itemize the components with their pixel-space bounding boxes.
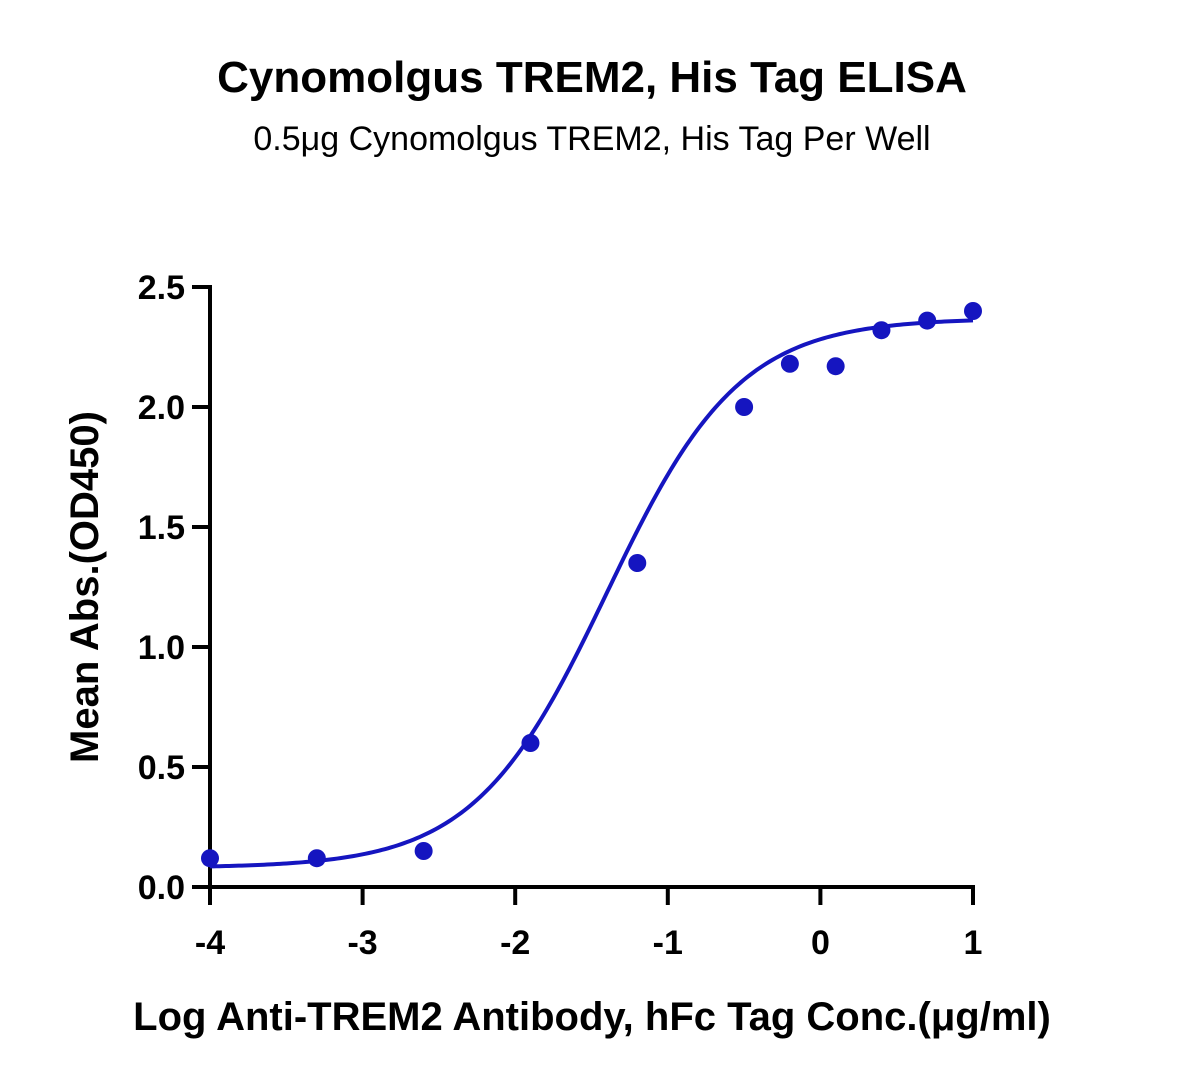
x-tick-label: -2 xyxy=(500,924,530,962)
x-axis-label: Log Anti-TREM2 Antibody, hFc Tag Conc.(μ… xyxy=(133,995,1051,1039)
chart-title: Cynomolgus TREM2, His Tag ELISA xyxy=(217,53,967,102)
axes xyxy=(208,285,975,889)
data-point xyxy=(307,849,326,868)
fit-curve xyxy=(209,318,974,869)
data-points xyxy=(201,302,982,868)
data-point xyxy=(964,302,982,320)
y-tick-label: 2.5 xyxy=(138,269,185,307)
y-tick-label: 0.5 xyxy=(138,749,185,787)
x-tick-label: 0 xyxy=(811,924,830,962)
data-point xyxy=(628,554,647,572)
data-point xyxy=(826,357,845,376)
y-tick-label: 2.0 xyxy=(138,389,185,427)
x-tick-label: 1 xyxy=(964,924,983,962)
data-point xyxy=(735,398,754,416)
x-tick-label: -4 xyxy=(195,924,225,962)
y-tick-label: 0.0 xyxy=(138,869,185,907)
data-point xyxy=(201,849,219,868)
data-point xyxy=(414,842,433,860)
y-tick-label: 1.0 xyxy=(138,629,185,667)
data-point xyxy=(918,311,937,330)
x-tick-label: -3 xyxy=(347,924,377,962)
chart-subtitle: 0.5μg Cynomolgus TREM2, His Tag Per Well xyxy=(253,120,930,158)
data-point xyxy=(780,354,799,373)
x-axis-ticks: -4 -3 -2 -1 0 1 xyxy=(195,887,983,962)
y-axis-label: Mean Abs.(OD450) xyxy=(63,411,107,763)
y-tick-label: 1.5 xyxy=(138,509,185,547)
y-axis-ticks: 0.0 0.5 1.0 1.5 2.0 2.5 xyxy=(138,269,210,907)
x-tick-label: -1 xyxy=(653,924,683,962)
data-point xyxy=(521,734,540,752)
data-point xyxy=(872,321,891,340)
